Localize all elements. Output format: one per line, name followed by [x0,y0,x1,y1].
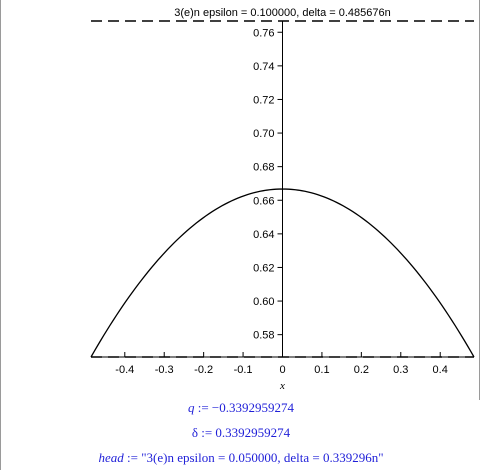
y-tick-label: 0.74 [253,61,274,73]
x-tick-label: -0.3 [155,364,174,376]
output-q: q := −0.3392959274 [0,400,482,416]
y-tick-label: 0.58 [253,330,274,342]
x-tick-label: 0.2 [354,364,369,376]
x-tick-label: 0 [279,364,285,376]
y-tick-label: 0.62 [253,262,274,274]
x-tick-label: 0.4 [433,364,448,376]
q-variable: q [187,400,195,415]
y-tick-label: 0.60 [253,296,274,308]
x-axis-label: x [279,380,285,392]
y-tick-label: 0.72 [253,94,274,106]
x-tick-label: 0.1 [314,364,329,376]
x-tick-label: -0.2 [194,364,213,376]
x-ticks: -0.4 -0.3 -0.2 -0.1 0 0.1 0.2 0.3 0.4 [115,352,448,376]
chart-title: 3(e)n epsilon = 0.100000, delta = 0.4856… [174,7,391,19]
x-tick-label: 0.3 [393,364,408,376]
y-tick-label: 0.64 [253,229,274,241]
x-tick-label: -0.4 [115,364,134,376]
output-head: head := "3(e)n epsilon = 0.050000, delta… [0,450,482,466]
y-tick-label: 0.66 [253,195,274,207]
x-tick-label: -0.1 [234,364,253,376]
head-variable: head [98,450,124,465]
worksheet-left-border [0,0,1,470]
head-value: := "3(e)n epsilon = 0.050000, delta = 0.… [123,450,384,465]
y-tick-label: 0.70 [253,128,274,140]
y-tick-label: 0.68 [253,162,274,174]
plot-right-border [479,0,480,400]
y-ticks: 0.58 0.60 0.62 0.64 0.66 0.68 0.70 0.72 0.74 0.76 [253,27,283,342]
plot-area[interactable]: 3(e)n epsilon = 0.100000, delta = 0.4856… [0,0,482,400]
q-value: := −0.3392959274 [194,400,295,415]
output-delta: δ := 0.3392959274 [191,425,291,440]
y-tick-label: 0.76 [253,27,274,39]
